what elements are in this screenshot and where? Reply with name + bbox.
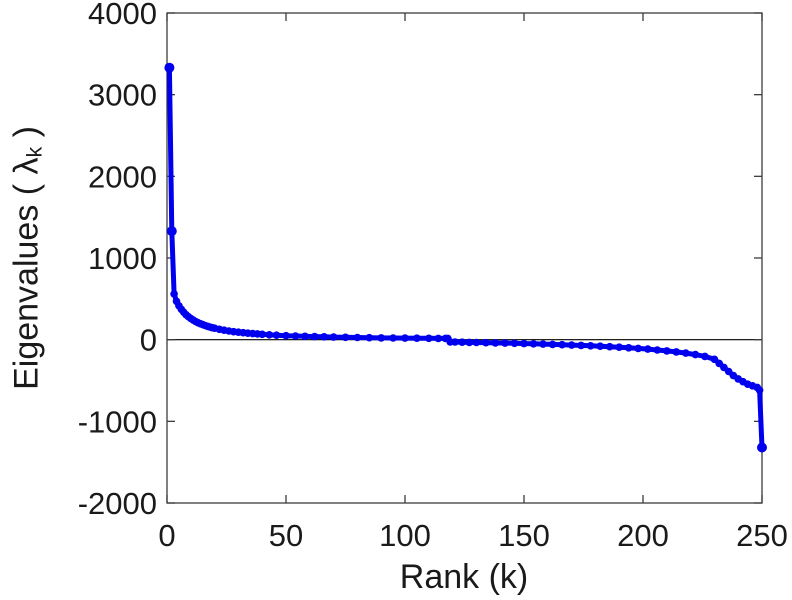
data-point-marker bbox=[301, 332, 309, 341]
y-tick-label: 2000 bbox=[88, 159, 157, 194]
y-tick-label: 3000 bbox=[88, 78, 157, 113]
data-point-marker bbox=[170, 290, 178, 298]
x-tick-label: 250 bbox=[736, 518, 788, 553]
data-point-marker bbox=[434, 334, 443, 343]
data-point-marker bbox=[491, 339, 500, 347]
data-point-marker bbox=[329, 333, 338, 341]
y-axis-label-post: ) bbox=[7, 126, 46, 147]
x-tick-label: 200 bbox=[617, 518, 669, 553]
data-point-marker bbox=[501, 339, 509, 347]
data-point-marker bbox=[413, 334, 421, 343]
y-tick-label: -2000 bbox=[78, 486, 157, 521]
data-point-marker bbox=[510, 339, 519, 348]
data-point-marker bbox=[272, 331, 281, 340]
data-point-marker bbox=[520, 339, 528, 348]
y-axis-label: Eigenvalues ( λk ) bbox=[8, 126, 47, 390]
data-point-marker bbox=[458, 338, 466, 347]
data-point-marker bbox=[265, 331, 274, 339]
data-point-marker bbox=[577, 341, 585, 350]
data-point-marker bbox=[701, 352, 709, 361]
x-axis-label: Rank (k) bbox=[399, 558, 529, 596]
data-point-marker bbox=[282, 331, 290, 340]
data-point-marker bbox=[310, 332, 319, 341]
eigenvalue-curve bbox=[166, 65, 765, 450]
data-point-marker bbox=[663, 347, 671, 355]
axis-box bbox=[166, 12, 763, 504]
y-tick-label: 1000 bbox=[88, 241, 157, 276]
data-point-marker bbox=[653, 346, 662, 354]
data-point-marker bbox=[166, 226, 177, 237]
y-tick-label: 0 bbox=[140, 323, 157, 358]
data-point-marker bbox=[539, 340, 547, 348]
y-axis-label-sub: k bbox=[23, 146, 47, 158]
data-point-marker bbox=[605, 342, 614, 351]
data-point-marker bbox=[567, 341, 576, 349]
data-point-marker bbox=[672, 348, 681, 356]
data-point-marker bbox=[586, 342, 595, 350]
data-point-marker bbox=[682, 349, 690, 357]
data-point-marker bbox=[529, 340, 538, 348]
data-point-marker bbox=[596, 342, 604, 351]
x-tick-label: 0 bbox=[158, 518, 175, 553]
y-tick-label: -1000 bbox=[78, 404, 157, 439]
data-point-marker bbox=[465, 338, 474, 347]
data-point-marker bbox=[634, 344, 642, 353]
data-point-marker bbox=[291, 332, 300, 340]
data-point-marker bbox=[757, 442, 767, 453]
data-point-marker bbox=[389, 334, 397, 342]
data-point-marker bbox=[472, 338, 481, 347]
data-point-marker bbox=[353, 333, 362, 342]
y-axis-label-pre: Eigenvalues ( λ bbox=[7, 157, 46, 390]
data-point-marker bbox=[320, 333, 328, 341]
data-point-marker bbox=[341, 333, 350, 342]
data-point-marker bbox=[425, 334, 433, 343]
data-point-marker bbox=[615, 343, 623, 352]
data-point-marker bbox=[624, 344, 633, 352]
data-point-marker bbox=[401, 334, 409, 342]
x-tick-label: 50 bbox=[269, 518, 303, 553]
data-point-marker bbox=[258, 330, 267, 339]
data-point-marker bbox=[548, 340, 557, 349]
data-point-marker bbox=[365, 333, 374, 342]
y-tick-label: 4000 bbox=[88, 0, 157, 31]
data-point-marker bbox=[558, 340, 566, 349]
data-point-marker bbox=[691, 350, 700, 359]
data-point-marker bbox=[451, 338, 459, 346]
x-tick-label: 150 bbox=[498, 518, 550, 553]
data-point-marker bbox=[164, 62, 175, 73]
data-point-marker bbox=[644, 345, 652, 353]
data-point-marker bbox=[377, 334, 386, 342]
data-point-marker bbox=[482, 338, 490, 347]
x-tick-label: 100 bbox=[379, 518, 431, 553]
data-point-marker bbox=[755, 386, 764, 395]
